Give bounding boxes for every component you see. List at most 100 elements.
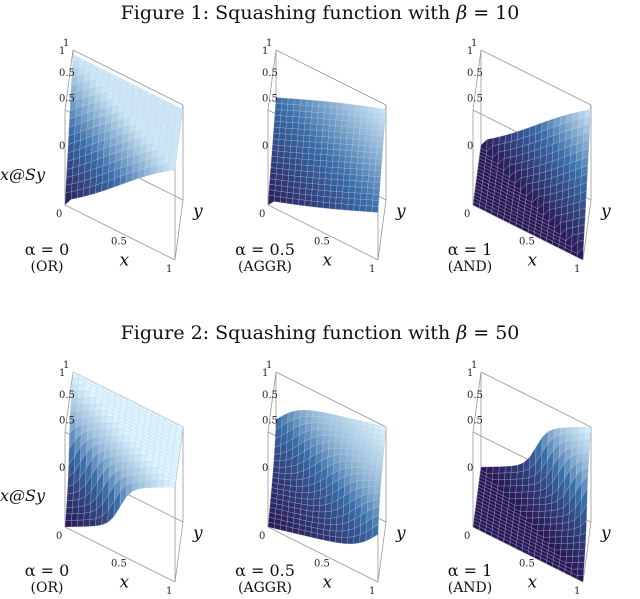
surface-facet — [133, 454, 141, 463]
x-tick-zero: 0 — [56, 531, 62, 542]
surface-facet — [287, 104, 295, 111]
surface-facet — [533, 490, 541, 499]
surface-facet — [83, 186, 91, 197]
surface-facet — [66, 492, 74, 502]
surface-facet — [284, 133, 292, 141]
surface-facet — [302, 141, 310, 148]
surface-facet — [313, 159, 321, 167]
surface-facet — [281, 97, 289, 105]
surface-facet — [333, 137, 341, 145]
figure-2-panel-3-caption: (AND) — [447, 580, 493, 596]
surface-facet — [311, 416, 319, 424]
surface-facet — [77, 391, 85, 399]
surface-facet — [304, 117, 312, 125]
surface-facet — [274, 115, 281, 122]
surface-facet — [87, 423, 95, 432]
surface-facet — [368, 474, 376, 482]
surface-facet — [354, 186, 362, 194]
surface-facet — [347, 198, 355, 206]
surface-facet — [514, 498, 522, 506]
surface-facet — [368, 169, 376, 177]
surface-facet — [572, 427, 579, 435]
z-tick-one: 1 — [59, 368, 65, 379]
box-edge-7 — [72, 49, 184, 106]
surface-facet — [363, 157, 370, 165]
y-tick-one: 1 — [63, 360, 69, 371]
surface-facet — [539, 496, 547, 505]
surface-facet — [291, 134, 298, 142]
surface-facet — [280, 191, 288, 199]
surface-facet — [354, 192, 362, 200]
surface-facet — [356, 157, 364, 164]
surface-facet — [304, 200, 312, 207]
surface-facet — [297, 128, 305, 136]
surface-facet — [296, 478, 304, 487]
surface-facet — [361, 181, 369, 188]
surface-facet — [565, 556, 573, 564]
surface-facet — [537, 517, 545, 525]
surface-facet — [497, 479, 505, 487]
surface-facet — [340, 436, 348, 444]
surface-facet — [328, 441, 336, 450]
surface-facet — [77, 519, 84, 527]
surface-facet — [349, 174, 357, 182]
surface-facet — [315, 136, 323, 143]
surface-facet — [66, 500, 74, 508]
surface-facet — [561, 522, 569, 531]
surface-facet — [332, 149, 340, 157]
surface-facet — [319, 166, 327, 174]
surface-facet — [271, 144, 279, 152]
surface-facet — [328, 435, 336, 443]
box-edge-7 — [480, 371, 592, 428]
surface-facet — [303, 129, 311, 137]
surface-facet — [335, 530, 343, 538]
surface-facet — [327, 142, 335, 150]
surface-facet — [71, 513, 79, 521]
surface-facet — [582, 452, 590, 462]
surface-facet — [298, 122, 305, 130]
surface-facet — [366, 117, 374, 125]
surface-facet — [352, 138, 360, 146]
surface-facet — [348, 109, 356, 117]
surface-facet — [498, 142, 506, 153]
surface-facet — [82, 397, 90, 405]
surface-facet — [322, 534, 330, 542]
surface-facet — [549, 200, 557, 210]
box-edge-7 — [275, 49, 387, 106]
surface-facet — [286, 110, 294, 117]
surface-facet — [345, 454, 353, 462]
y-tick-half: 0.5 — [262, 68, 278, 79]
surface-facet — [168, 480, 176, 488]
surface-facet — [280, 185, 288, 193]
surface-facet — [128, 448, 136, 456]
x-tick-half: 0.5 — [111, 237, 127, 248]
surface-facet — [83, 519, 91, 527]
surface-facet — [335, 536, 342, 544]
surface-facet — [105, 429, 112, 437]
surface-facet — [346, 126, 354, 134]
surface-facet — [287, 175, 295, 183]
surface-facet — [527, 483, 535, 493]
z-tick-one: 1 — [262, 46, 268, 57]
surface-facet — [156, 480, 164, 488]
surface-facet — [537, 187, 545, 198]
surface-facet — [583, 439, 591, 447]
surface-facet — [314, 148, 322, 155]
surface-facet — [377, 135, 384, 143]
figure-2-panel-2-caption: (AGGR) — [238, 580, 292, 596]
surface-facet — [351, 461, 359, 468]
surface-facet — [311, 183, 319, 191]
surface-facet — [288, 169, 296, 177]
surface-facet — [313, 498, 321, 506]
figure-1-panel-1-caption: (OR) — [30, 259, 64, 275]
y-tick-one: 1 — [471, 38, 477, 49]
y-tick-half: 0.5 — [467, 390, 483, 401]
surface-facet — [345, 461, 353, 469]
surface-facet — [334, 131, 342, 139]
surface-facet — [349, 180, 356, 188]
surface-facet — [327, 136, 335, 144]
surface-facet — [305, 409, 313, 417]
surface-facet — [346, 138, 353, 146]
surface-facet — [310, 117, 318, 125]
surface-facet — [335, 523, 343, 532]
